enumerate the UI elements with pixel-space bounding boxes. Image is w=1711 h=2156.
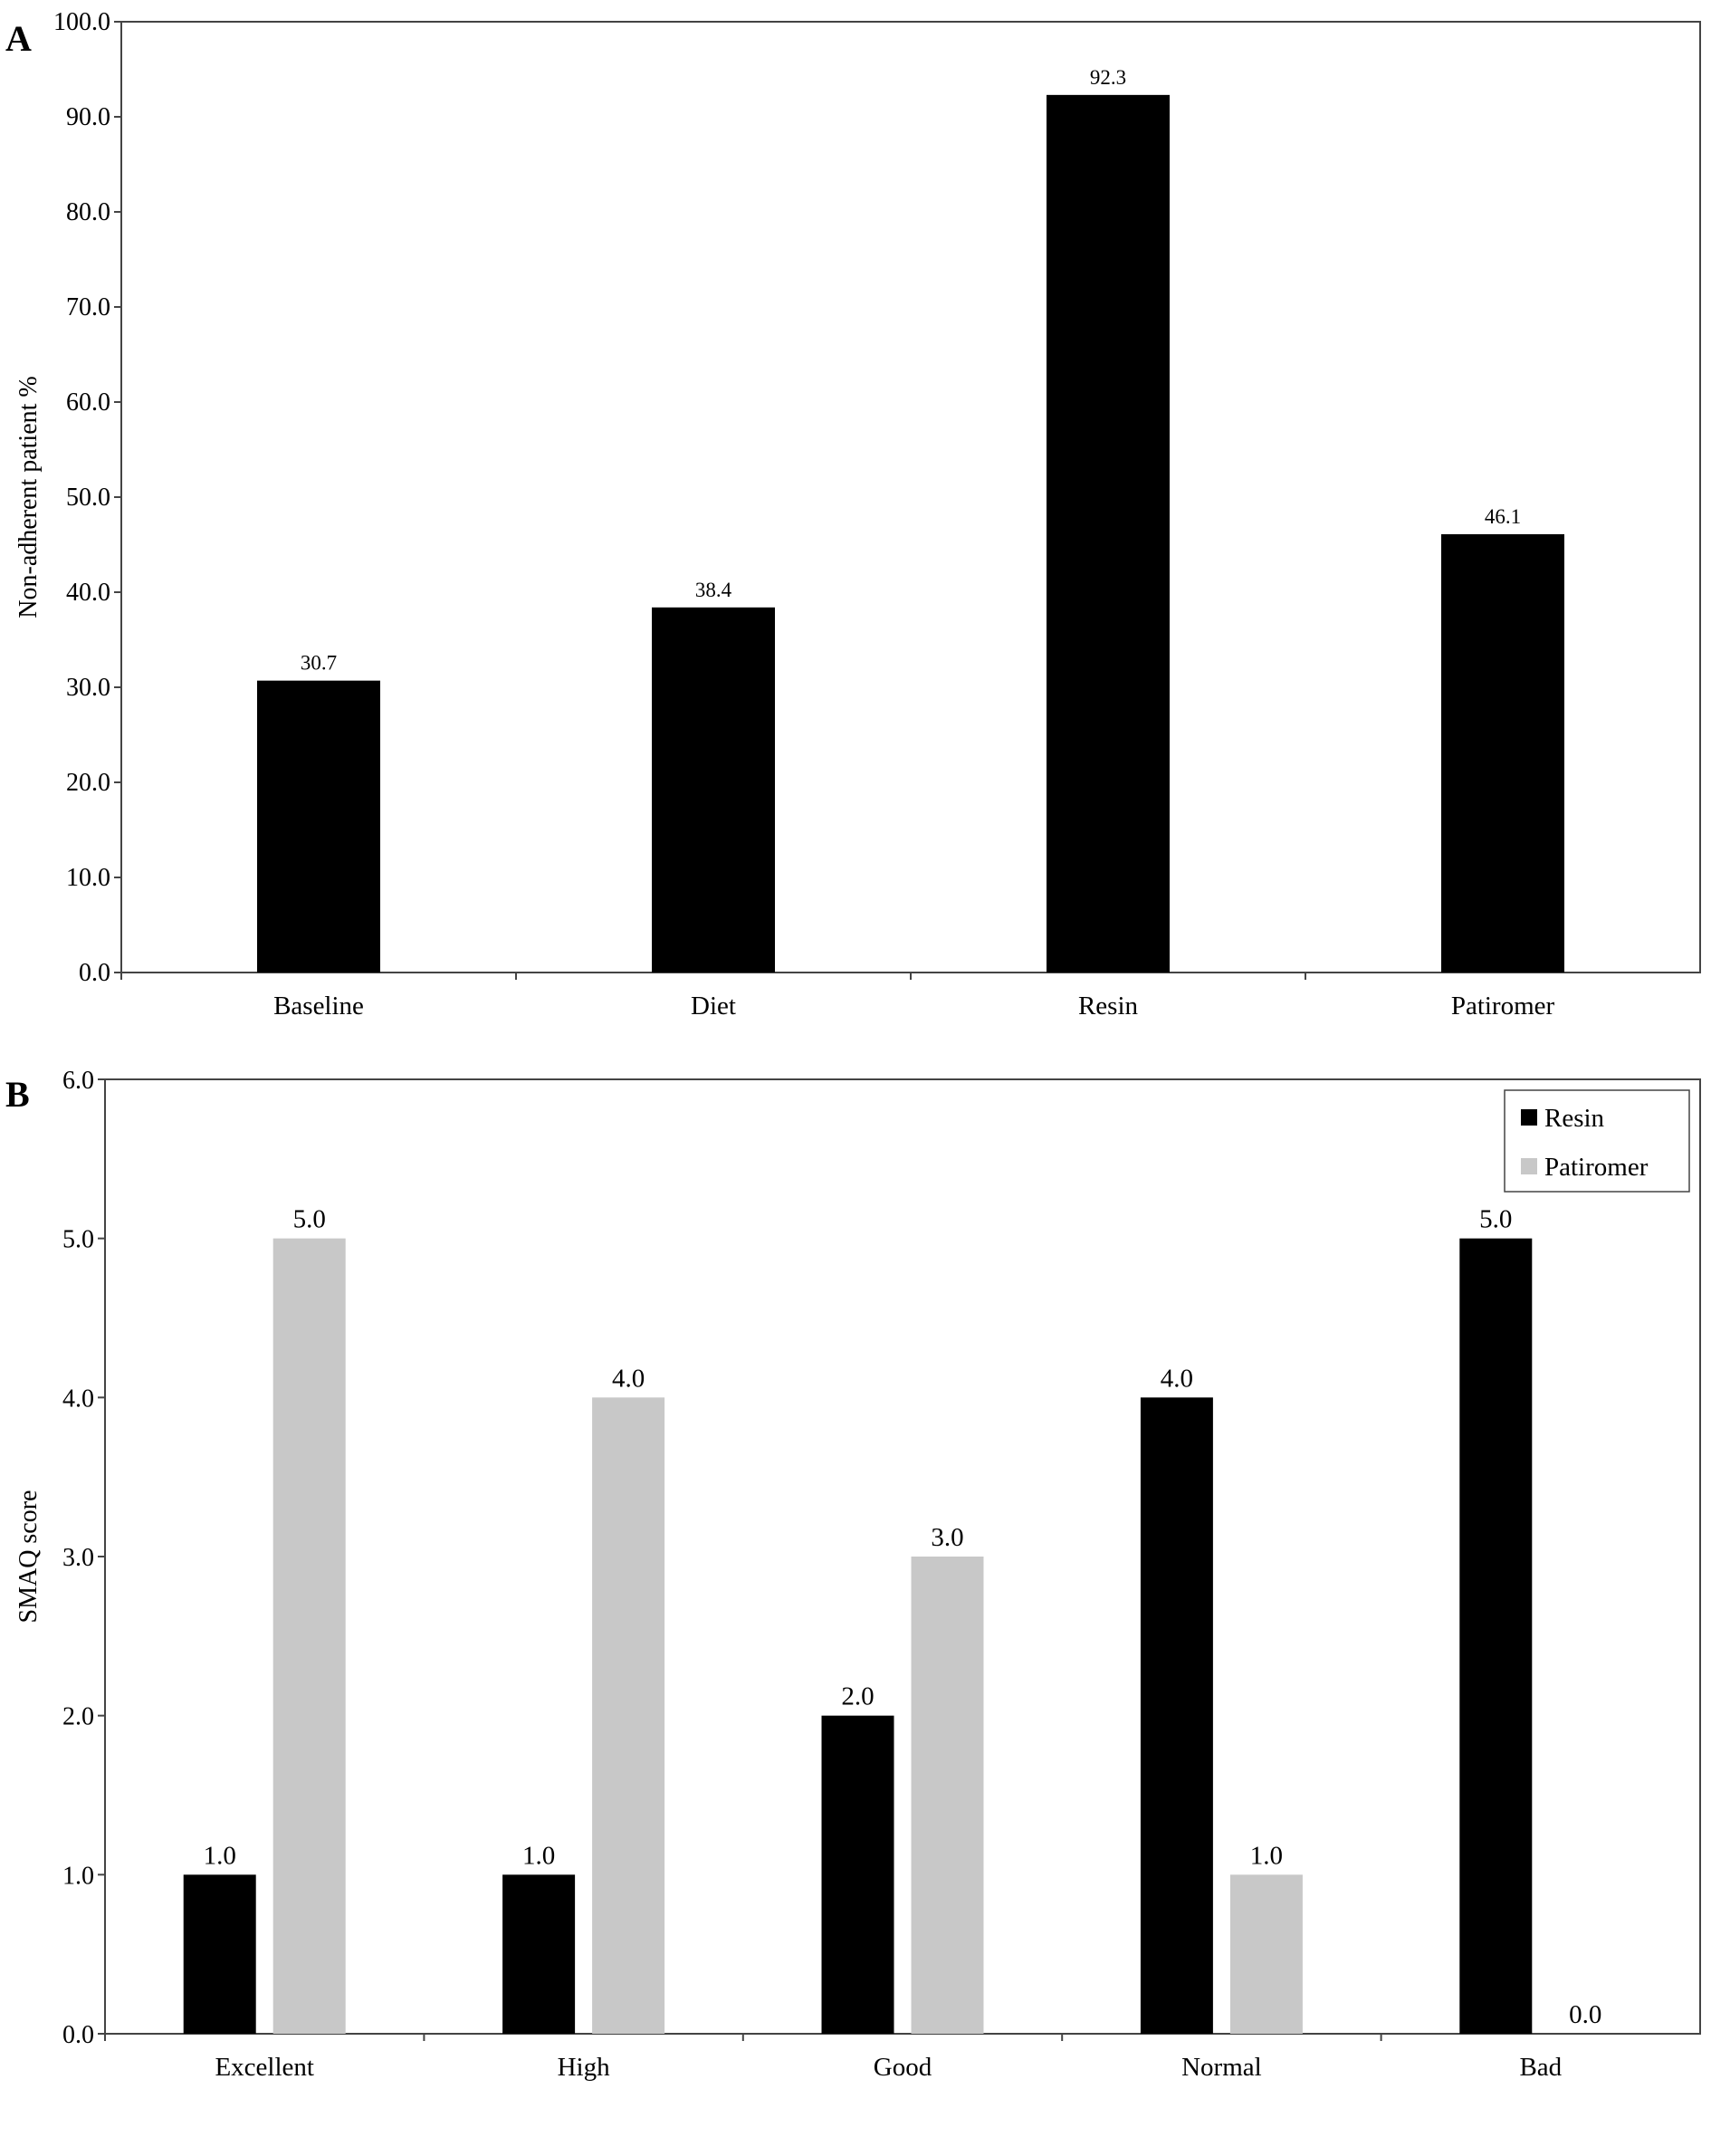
y-tick-label: 50.0 <box>66 484 110 512</box>
data-label: 2.0 <box>841 1682 874 1711</box>
y-axis-title-b: SMAQ score <box>14 1490 43 1624</box>
y-tick-label: 90.0 <box>66 103 110 131</box>
bar <box>257 680 380 973</box>
y-tick-label: 2.0 <box>62 1703 94 1731</box>
data-label: 46.1 <box>1485 505 1521 528</box>
legend-swatch-patiromer <box>1521 1158 1537 1174</box>
bar-patiromer <box>1229 1874 1303 2034</box>
y-axis-ticks-b: 0.0 1.0 2.0 3.0 4.0 5.0 6.0 <box>62 1067 105 2049</box>
bar-patiromer <box>592 1397 665 2034</box>
bar <box>1047 94 1170 973</box>
y-tick-label: 1.0 <box>62 1862 94 1890</box>
data-label: 3.0 <box>931 1523 963 1552</box>
legend-label-resin: Resin <box>1544 1104 1605 1133</box>
data-label: 38.4 <box>695 579 732 601</box>
data-label: 1.0 <box>204 1841 236 1870</box>
category-label: High <box>558 2053 611 2082</box>
data-label: 92.3 <box>1090 66 1126 89</box>
bar <box>1441 533 1564 973</box>
data-label: 1.0 <box>522 1841 555 1870</box>
category-label: Resin <box>1078 992 1139 1021</box>
y-axis-ticks-a: 0.0 10.0 20.0 30.0 40.0 50.0 60.0 70.0 80.0 90.0 1… <box>53 8 121 987</box>
category-labels-a: Baseline Diet Resin Patiromer <box>120 973 1555 1021</box>
panel-label-a: A <box>5 18 32 59</box>
category-labels-b: Excellent High Good Normal Bad <box>104 2034 1563 2082</box>
bar-resin <box>183 1874 256 2034</box>
data-labels-b: 1.0 5.0 1.0 4.0 2.0 3.0 4.0 1.0 5.0 0.0 <box>204 1205 1602 2029</box>
category-label: Excellent <box>215 2053 314 2082</box>
y-tick-label: 4.0 <box>62 1385 94 1413</box>
data-label: 0.0 <box>1569 2000 1601 2029</box>
data-label: 5.0 <box>293 1205 326 1234</box>
y-tick-label: 100.0 <box>53 8 110 36</box>
bar-resin <box>821 1715 894 2034</box>
category-label: Bad <box>1519 2053 1562 2082</box>
y-tick-label: 80.0 <box>66 198 110 226</box>
y-tick-label: 60.0 <box>66 388 110 417</box>
data-label: 4.0 <box>1161 1364 1193 1393</box>
y-tick-label: 10.0 <box>66 864 110 892</box>
y-tick-label: 0.0 <box>79 959 110 987</box>
bar-resin <box>1459 1238 1533 2034</box>
category-label: Patiromer <box>1451 992 1555 1021</box>
chart-panel-a: A 0.0 10.0 20.0 30.0 40.0 50.0 60.0 70.0 80.0 90.… <box>5 8 1701 1021</box>
legend-swatch-resin <box>1521 1109 1537 1126</box>
category-label: Normal <box>1181 2053 1262 2082</box>
bars-b <box>183 1238 1533 2034</box>
y-tick-label: 40.0 <box>66 579 110 607</box>
bars-a <box>257 94 1564 973</box>
y-axis-title-a: Non-adherent patient % <box>14 376 43 618</box>
y-tick-label: 70.0 <box>66 293 110 321</box>
chart-panel-b: B 0.0 1.0 2.0 3.0 4.0 5.0 6.0 1.0 5.0 1.0 4.0 2.0 3… <box>5 1067 1701 2082</box>
y-tick-label: 0.0 <box>62 2021 94 2049</box>
legend-label-patiromer: Patiromer <box>1544 1153 1649 1182</box>
panel-label-b: B <box>5 1074 30 1115</box>
bar-patiromer <box>272 1238 346 2034</box>
category-label: Diet <box>691 992 736 1021</box>
y-tick-label: 20.0 <box>66 769 110 797</box>
y-tick-label: 3.0 <box>62 1544 94 1572</box>
data-label: 1.0 <box>1250 1841 1283 1870</box>
bar <box>652 607 775 973</box>
data-label: 4.0 <box>612 1364 645 1393</box>
y-tick-label: 30.0 <box>66 674 110 702</box>
data-label: 5.0 <box>1479 1205 1512 1234</box>
data-labels-a: 30.7 38.4 92.3 46.1 <box>301 66 1521 675</box>
bar-resin <box>1140 1397 1213 2034</box>
bar-patiromer <box>911 1557 984 2034</box>
category-label: Baseline <box>273 992 364 1021</box>
legend: Resin Patiromer <box>1504 1089 1690 1193</box>
legend-box <box>1504 1089 1690 1193</box>
category-label: Good <box>874 2053 932 2082</box>
bar-resin <box>502 1874 576 2034</box>
data-label: 30.7 <box>301 652 337 675</box>
y-tick-label: 5.0 <box>62 1226 94 1254</box>
y-tick-label: 6.0 <box>62 1067 94 1095</box>
